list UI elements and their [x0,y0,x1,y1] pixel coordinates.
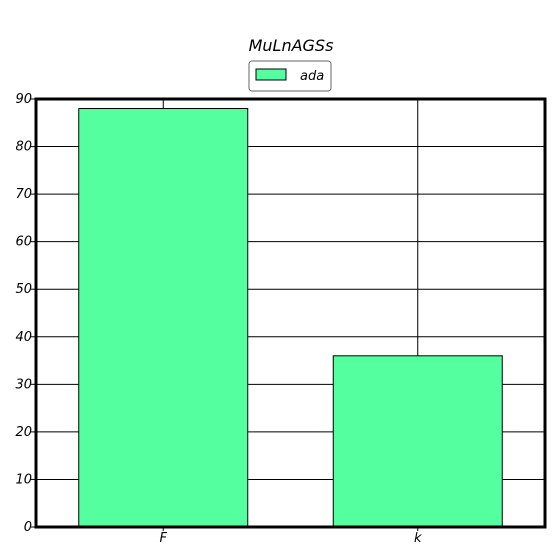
legend-swatch [255,68,287,81]
y-tick-label: 30 [15,377,32,392]
y-tick-label: 50 [15,282,32,297]
legend-label: ada [300,69,324,84]
bar-k [332,355,503,528]
bars [78,108,503,528]
x-tick-label: F [160,531,168,546]
chart-title: MuLnAGSs [249,36,334,55]
x-tick-label: k [414,531,422,546]
y-axis-ticks: 0 10 20 30 40 50 60 70 80 90 [15,92,36,535]
y-tick-label: 40 [15,330,32,345]
y-tick-label: 80 [15,140,32,155]
plot-frame [34,97,547,529]
y-tick-label: 20 [15,425,32,440]
bar-F [78,108,249,528]
y-tick-label: 60 [15,235,32,250]
legend: ada [248,60,332,92]
y-tick-label: 90 [15,92,32,107]
y-tick-label: 70 [15,187,32,202]
y-tick-label: 0 [24,520,32,535]
y-tick-label: 10 [15,472,32,487]
